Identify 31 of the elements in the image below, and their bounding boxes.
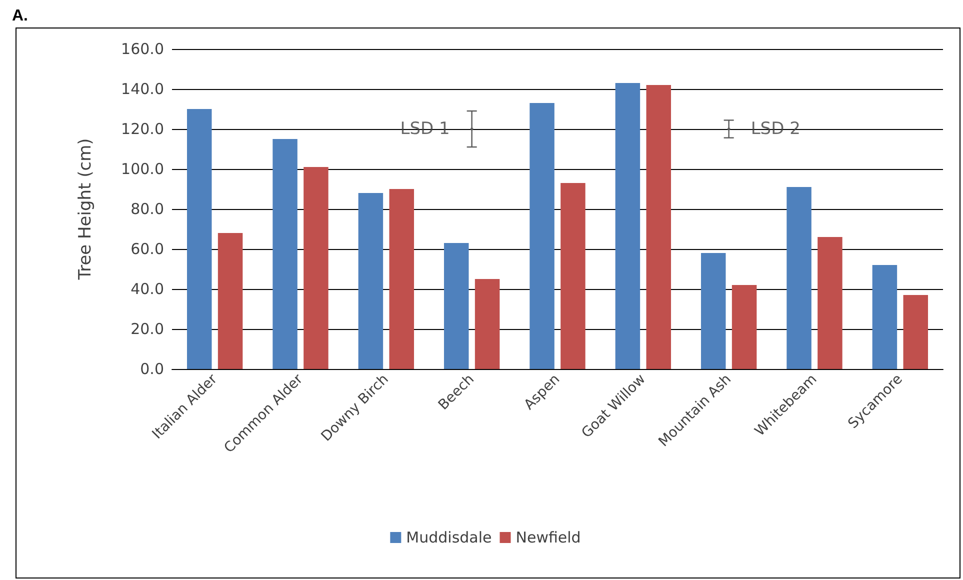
y-tick-label: 60.0 [130,240,164,258]
bar [218,233,243,369]
bar [732,285,757,369]
y-tick-label: 100.0 [121,160,164,178]
y-tick-label: 160.0 [121,40,164,58]
y-axis-title: Tree Height (cm) [76,138,96,281]
bar [903,295,928,369]
legend-label: Newfield [516,528,581,546]
bar [786,187,812,369]
y-tick-label: 80.0 [130,200,164,218]
bar [389,189,414,369]
bar [646,85,672,369]
y-tick-label: 40.0 [130,280,164,298]
bar [358,193,384,369]
bar [474,279,500,369]
bar [615,83,640,369]
y-tick-label: 20.0 [130,320,164,338]
y-tick-label: 120.0 [121,120,164,138]
bar [186,109,212,369]
text: A. [12,8,28,24]
bar [560,183,586,369]
legend-label: Muddisdale [406,528,492,546]
y-tick-label: 0.0 [140,360,164,378]
bar [700,253,726,369]
bar [444,243,469,369]
bar [304,167,328,369]
bar [530,103,554,369]
y-tick-label: 140.0 [121,80,164,98]
bar [872,265,898,369]
bar [272,139,298,369]
bar [818,237,842,369]
